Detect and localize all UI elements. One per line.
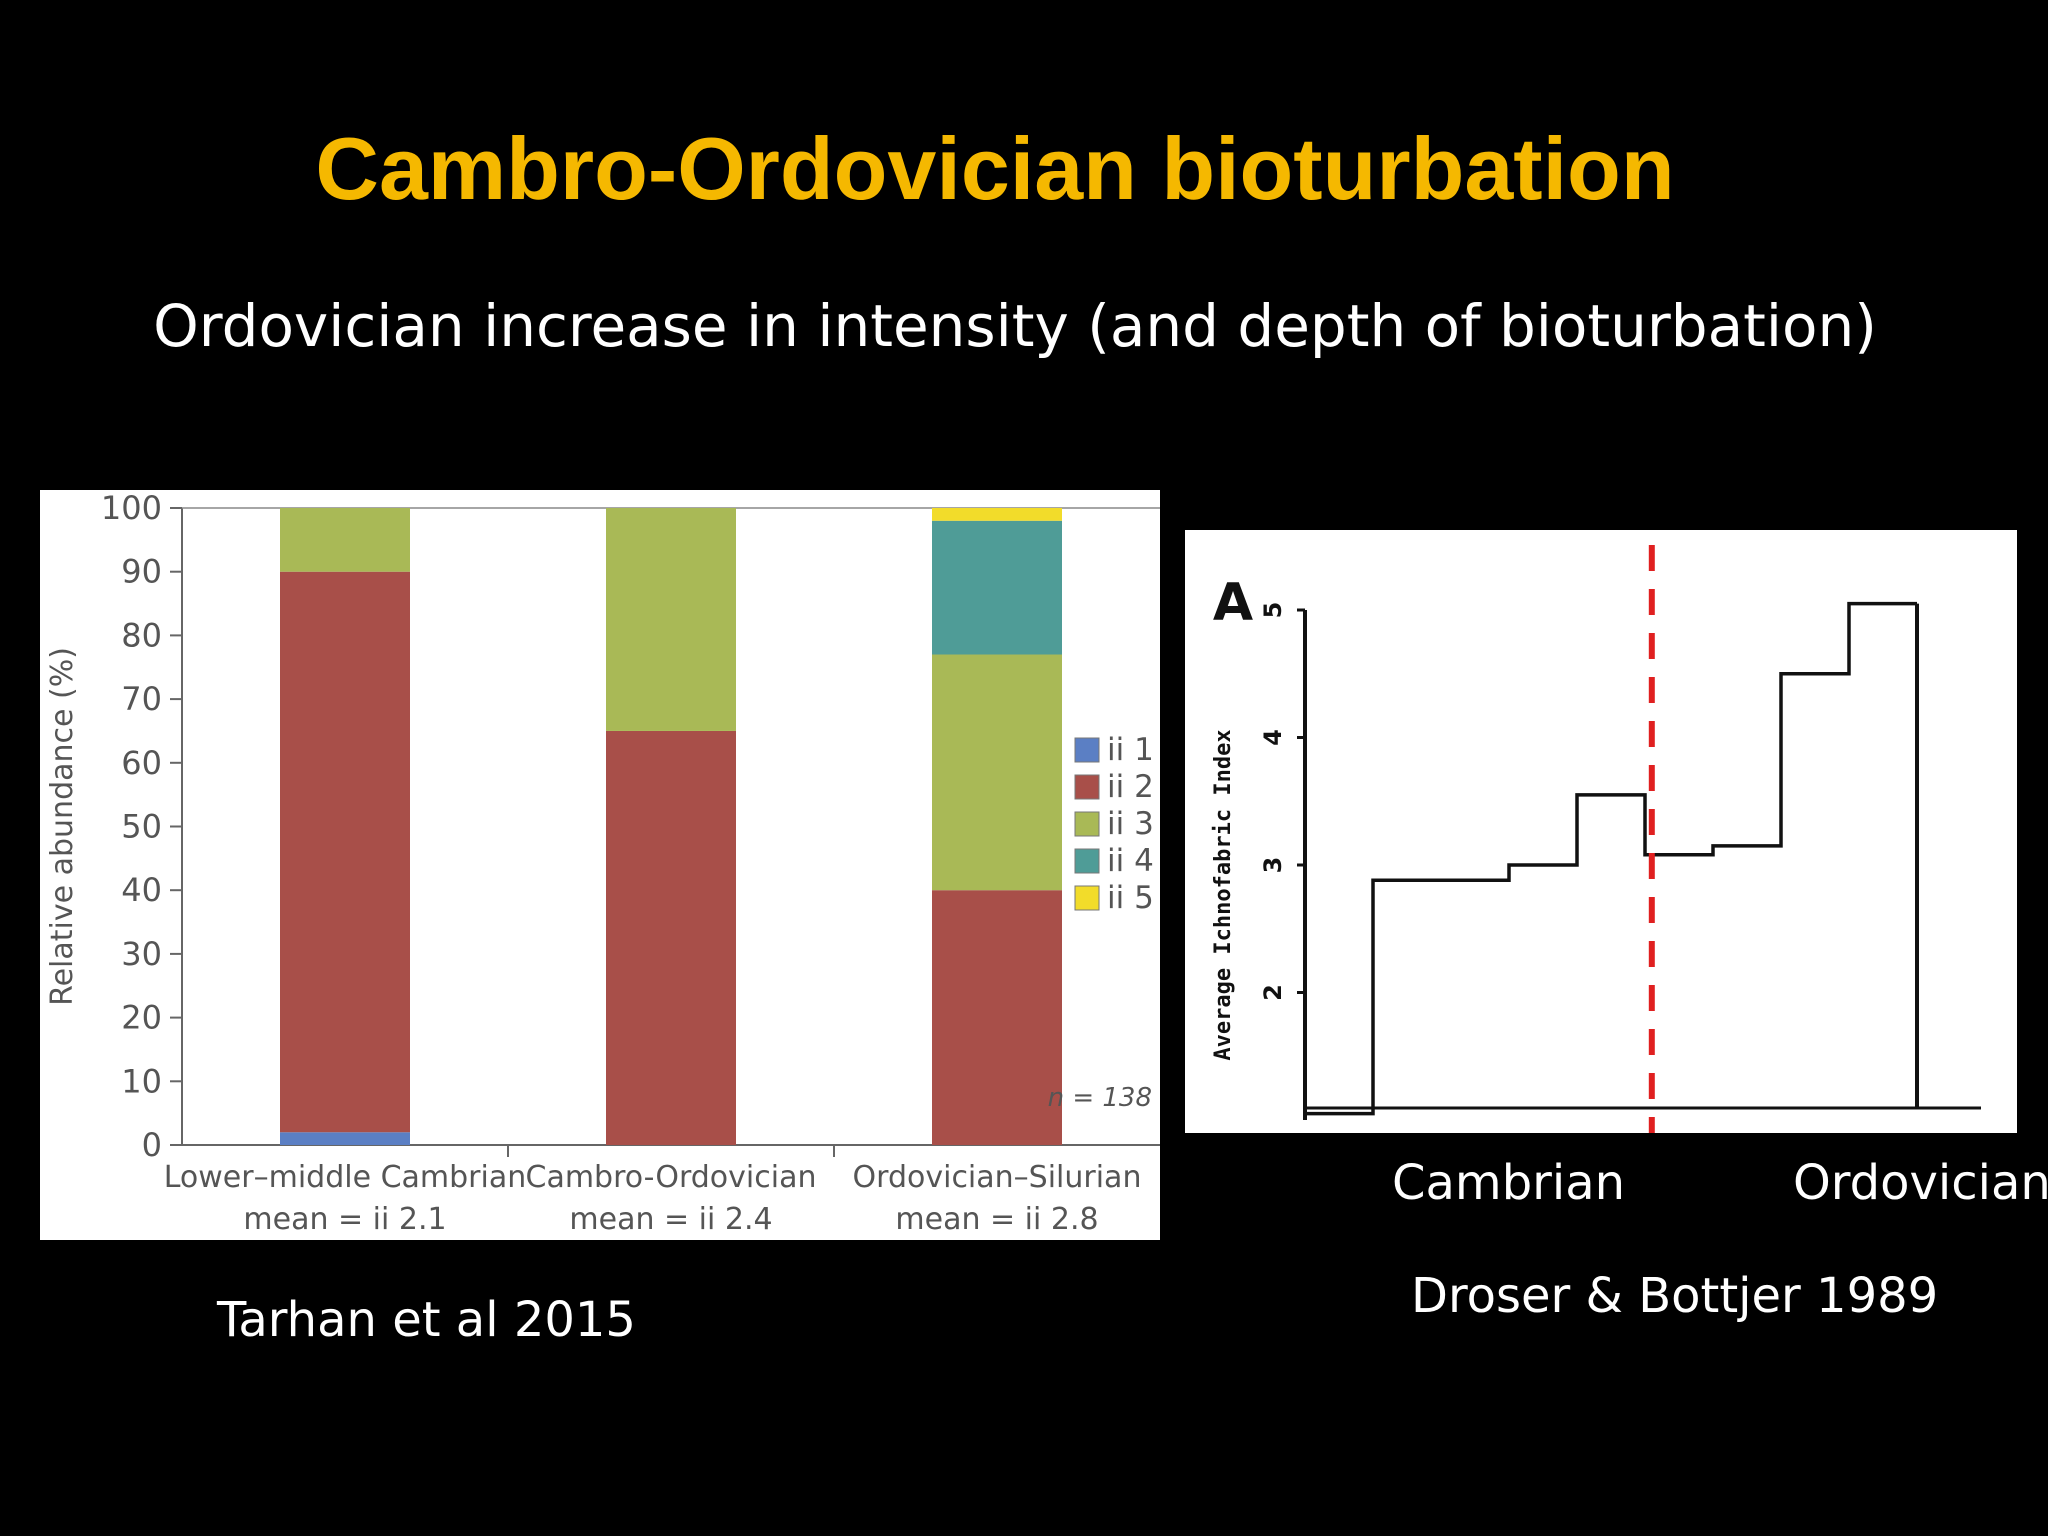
sample-size-annotation: n = 138: [1048, 1083, 1152, 1113]
legend-label: ii 3: [1107, 806, 1154, 842]
bar-segment-ii-5-cat2: [932, 508, 1062, 521]
category-label: Ordovician–Silurian: [853, 1160, 1142, 1195]
panel-label: A: [1213, 573, 1253, 633]
bar-segment-ii-4-cat2: [932, 520, 1062, 655]
bar-segment-ii-2-cat1: [606, 730, 736, 1145]
legend-label: ii 1: [1107, 732, 1154, 768]
slide-subtitle: Ordovician increase in intensity (and de…: [153, 292, 1877, 360]
slide-title: Cambro-Ordovician bioturbation: [315, 119, 1675, 218]
category-mean-label: mean = ii 2.1: [243, 1202, 446, 1237]
stacked-bar-chart-panel: 0 10 20 30 40 50 60 70 80 90 100 Relative abundance…: [40, 490, 1160, 1240]
legend-label: ii 5: [1107, 880, 1154, 916]
y-axis-label: Average Ichnofabric Index: [1211, 729, 1236, 1060]
legend-swatch-ii-5: [1074, 885, 1100, 911]
y-tick-label: 70: [121, 680, 162, 718]
ichnofabric-step-chart: A 2 3 4 5 Average Ichnofabric Index: [1211, 545, 1981, 1133]
bar-segment-ii-2-cat0: [280, 571, 410, 1133]
legend-swatch-ii-3: [1074, 811, 1100, 837]
y-tick-label: 40: [121, 871, 162, 909]
y-tick-label: 10: [121, 1062, 162, 1100]
period-label-cambrian: Cambrian: [1392, 1155, 1626, 1211]
legend-swatch-ii-4: [1074, 848, 1100, 874]
category-label: Lower–middle Cambrian: [164, 1160, 527, 1195]
y-tick-label: 5: [1259, 602, 1287, 619]
ichnofabric-step-chart-panel: A 2 3 4 5 Average Ichnofabric Index: [1185, 530, 2017, 1133]
legend-label: ii 4: [1107, 843, 1154, 879]
y-tick-label: 90: [121, 553, 162, 591]
period-label-ordovician: Ordovician: [1793, 1155, 2048, 1211]
citation-tarhan: Tarhan et al 2015: [217, 1292, 636, 1348]
category-mean-label: mean = ii 2.8: [895, 1202, 1098, 1237]
y-tick-label: 4: [1259, 729, 1287, 746]
y-axis-label: Relative abundance (%): [45, 647, 80, 1006]
bar-segment-ii-3-cat2: [932, 654, 1062, 891]
y-tick-label: 3: [1259, 857, 1287, 874]
category-mean-label: mean = ii 2.4: [569, 1202, 772, 1237]
legend-swatch-ii-2: [1074, 774, 1100, 800]
y-tick-label: 100: [101, 490, 162, 527]
stacked-bar-chart: 0 10 20 30 40 50 60 70 80 90 100 Relative abundance…: [45, 490, 1160, 1237]
citation-droser-bottjer: Droser & Bottjer 1989: [1411, 1268, 1939, 1324]
y-tick-label: 50: [121, 808, 162, 846]
category-label: Cambro-Ordovician: [526, 1160, 817, 1195]
y-tick-label: 20: [121, 999, 162, 1037]
bar-segment-ii-3-cat0: [280, 508, 410, 572]
bar-segment-ii-3-cat1: [606, 508, 736, 731]
ichnofabric-step-line: [1305, 601, 1917, 1116]
y-tick-label: 0: [142, 1126, 162, 1164]
legend-swatch-ii-1: [1074, 737, 1100, 763]
y-tick-label: 30: [121, 935, 162, 973]
bar-segment-ii-2-cat2: [932, 890, 1062, 1145]
legend-label: ii 2: [1107, 769, 1154, 805]
y-tick-label: 60: [121, 744, 162, 782]
bar-segment-ii-1-cat0: [280, 1132, 410, 1145]
y-tick-label: 80: [121, 616, 162, 654]
y-tick-label: 2: [1259, 984, 1287, 1001]
